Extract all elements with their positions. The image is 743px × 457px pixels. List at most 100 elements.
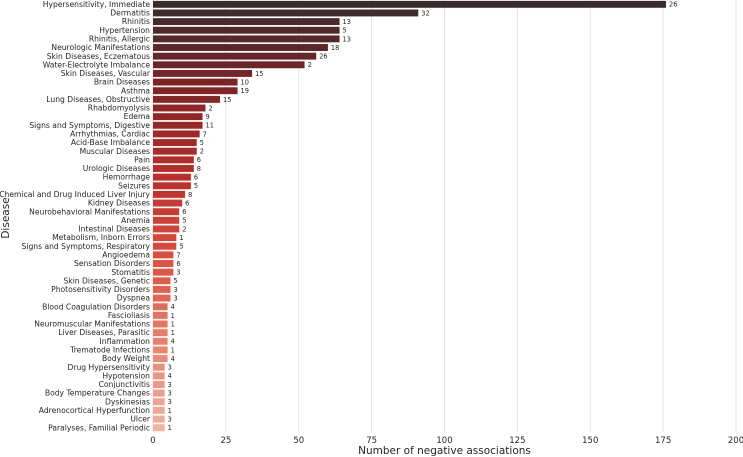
bar-1 [153, 9, 419, 17]
bar-label-44: 3 [168, 381, 172, 389]
bar-27 [153, 234, 177, 242]
x-tick-label-7: 175 [655, 436, 671, 446]
bar-20 [153, 173, 191, 181]
bar-label-37: 1 [171, 320, 175, 328]
category-label-41: Body Weight [102, 354, 150, 363]
category-label-22: Chemical and Drug Induced Liver Injury [0, 190, 151, 199]
bar-label-31: 3 [176, 269, 180, 277]
bar-15 [153, 130, 200, 138]
bar-9 [153, 78, 238, 86]
category-label-17: Muscular Diseases [80, 147, 150, 156]
category-label-36: Fascioliasis [108, 311, 150, 320]
bar-32 [153, 277, 171, 285]
bar-37 [153, 320, 168, 328]
bar-label-43: 4 [168, 372, 172, 380]
bar-label-24: 6 [182, 208, 186, 216]
category-label-18: Pain [134, 155, 150, 164]
bar-label-47: 1 [168, 407, 172, 415]
bar-label-42: 3 [168, 364, 172, 372]
bar-38 [153, 329, 168, 337]
category-label-3: Hypertension [99, 26, 150, 35]
bar-40 [153, 346, 168, 354]
bar-label-8: 15 [255, 70, 263, 78]
bar-label-10: 19 [241, 87, 249, 95]
category-label-32: Skin Diseases, Genetic [63, 276, 150, 285]
bar-14 [153, 121, 203, 129]
category-label-44: Conjunctivitis [99, 380, 150, 389]
bar-19 [153, 165, 194, 172]
bar-21 [153, 182, 191, 190]
category-label-1: Dermatitis [110, 9, 150, 18]
category-label-27: Metabolism, Inborn Errors [52, 233, 150, 242]
bar-label-48: 3 [168, 415, 172, 423]
bar-label-0: 26 [669, 1, 677, 9]
bar-6 [153, 52, 317, 60]
bar-28 [153, 242, 177, 250]
bar-label-26: 2 [182, 225, 186, 233]
category-label-19: Urologic Diseases [83, 164, 150, 173]
bar-label-27: 1 [179, 234, 183, 242]
x-tick-label-5: 125 [509, 436, 525, 446]
bar-label-29: 7 [176, 251, 180, 259]
bar-label-19: 8 [197, 165, 201, 173]
bar-label-38: 1 [171, 329, 175, 337]
bar-42 [153, 363, 165, 371]
category-label-10: Asthma [121, 86, 150, 95]
category-label-26: Intestinal Diseases [78, 225, 150, 234]
bar-24 [153, 208, 180, 216]
x-tick-label-6: 150 [582, 436, 598, 446]
category-label-39: Inflammation [100, 337, 151, 346]
bar-label-16: 5 [200, 139, 204, 147]
category-label-23: Kidney Diseases [88, 199, 150, 208]
bar-label-12: 2 [208, 104, 212, 112]
bar-2 [153, 18, 340, 26]
category-label-43: Hypotension [102, 371, 150, 380]
x-tick-label-4: 100 [436, 436, 452, 446]
bar-label-2: 13 [343, 18, 351, 26]
bar-35 [153, 303, 168, 311]
bar-33 [153, 285, 171, 293]
category-label-6: Skin Diseases, Eczematous [47, 52, 150, 61]
bar-23 [153, 199, 183, 207]
category-label-34: Dyspnea [117, 294, 150, 303]
category-label-15: Arrhythmias, Cardiac [70, 130, 150, 139]
category-label-11: Lung Diseases, Obstructive [46, 95, 150, 104]
bar-label-30: 6 [176, 260, 180, 268]
bar-7 [153, 61, 305, 69]
bar-36 [153, 311, 168, 319]
category-label-28: Signs and Symptoms, Respiratory [22, 242, 151, 251]
category-label-30: Sensation Disorders [74, 259, 150, 268]
x-tick-label-0: 0 [150, 436, 155, 446]
bar-44 [153, 381, 165, 388]
bar-41 [153, 355, 168, 363]
category-label-48: Ulcer [130, 415, 151, 424]
category-label-20: Hemorrhage [103, 173, 151, 182]
bar-label-6: 26 [319, 53, 327, 61]
x-tick-label-2: 50 [293, 436, 304, 446]
bar-label-36: 1 [171, 312, 175, 320]
bar-45 [153, 389, 165, 397]
category-label-8: Skin Diseases, Vascular [61, 69, 151, 78]
bar-label-34: 3 [173, 294, 177, 302]
bar-47 [153, 406, 165, 414]
bars [153, 0, 667, 432]
category-label-4: Rhinitis, Allergic [89, 34, 150, 43]
bar-5 [153, 44, 328, 51]
bar-label-35: 4 [171, 303, 175, 311]
bar-43 [153, 372, 165, 380]
bar-22 [153, 190, 186, 198]
bar-13 [153, 113, 203, 121]
category-label-7: Water-Electrolyte Imbalance [43, 60, 151, 69]
category-label-9: Brain Diseases [94, 78, 150, 87]
bar-18 [153, 156, 194, 164]
x-axis-title: Number of negative associations [358, 445, 531, 457]
bar-label-32: 5 [173, 277, 177, 285]
bar-12 [153, 104, 206, 112]
category-label-12: Rhabdomyolysis [88, 104, 150, 113]
bar-8 [153, 69, 253, 77]
category-label-25: Anemia [121, 216, 150, 225]
bar-label-14: 11 [206, 122, 214, 130]
bar-label-9: 10 [241, 78, 249, 86]
category-label-2: Rhinitis [122, 17, 150, 26]
